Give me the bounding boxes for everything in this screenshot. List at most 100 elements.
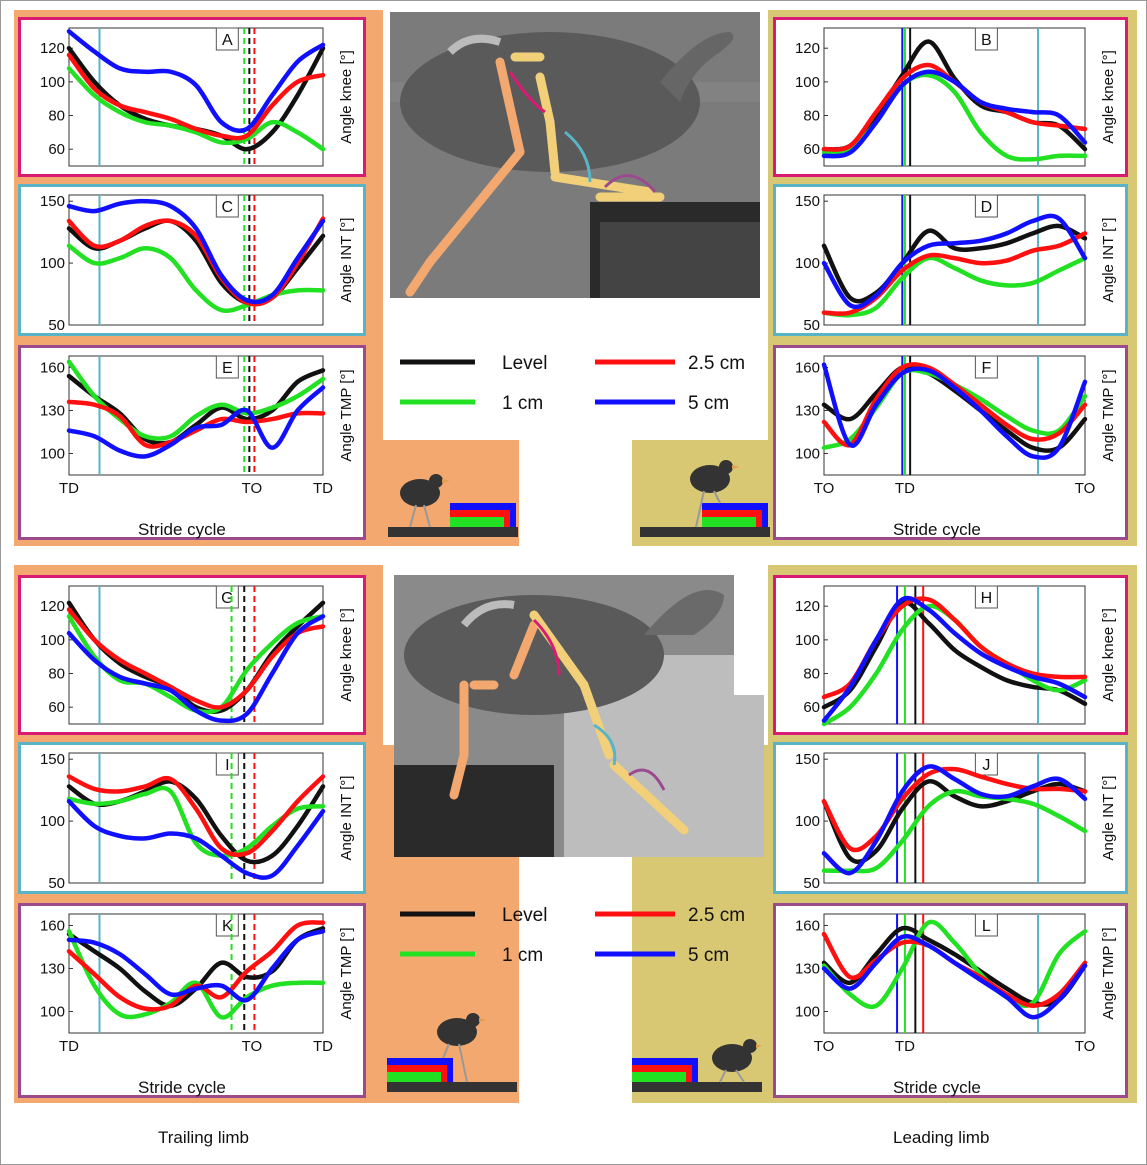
y-tick-label: 160 [40, 359, 65, 376]
series-1-cm [821, 788, 1088, 874]
leading-limb-label: Leading limb [893, 1128, 990, 1147]
x-tick-label: TD [59, 1038, 79, 1055]
y-tick-label: 160 [40, 917, 65, 934]
y-axis-label: Angle knee [°] [1100, 608, 1117, 702]
y-tick-label: 120 [40, 40, 65, 57]
legend-2-5cm-label: 2.5 cm [688, 353, 745, 374]
stride-cycle-label: Stride cycle [893, 520, 981, 539]
bird-step-icon-trailing-bottom [387, 1013, 517, 1092]
legend-1cm-label: 1 cm [502, 945, 543, 966]
y-tick-label: 100 [795, 632, 820, 649]
stride-cycle-label: Stride cycle [893, 1078, 981, 1097]
bird-step-icon-leading-bottom [632, 1039, 762, 1092]
y-tick-label: 80 [803, 666, 820, 683]
y-tick-label: 150 [40, 193, 65, 210]
series-5-cm [821, 595, 1088, 723]
series-1-cm [66, 928, 326, 1020]
panel-letter-box [974, 27, 998, 51]
series-2-5-cm [66, 774, 326, 858]
series-5-cm [821, 934, 1088, 1020]
series-5-cm [821, 764, 1088, 876]
axis-frame [823, 913, 1086, 1034]
x-tick-label: TO [1075, 1038, 1096, 1055]
axis-frame [68, 752, 324, 884]
series-level [66, 779, 326, 865]
axis-frame [823, 355, 1086, 476]
y-tick-label: 160 [795, 359, 820, 376]
y-axis-label: Angle INT [°] [338, 218, 355, 303]
panel-letter: H [981, 590, 993, 607]
series-5-cm [821, 213, 1088, 310]
y-tick-label: 60 [48, 699, 65, 716]
plot-L: 100 130 160 Angle TMP [°] L TO TD TO [773, 903, 1128, 1098]
y-tick-label: 100 [40, 632, 65, 649]
panel-letter-box [974, 585, 998, 609]
panel-letter: F [981, 360, 991, 377]
axis-frame [823, 27, 1086, 167]
y-tick-label: 100 [795, 1003, 820, 1020]
y-tick-label: 60 [803, 699, 820, 716]
plot-svg-H: 60 80 100 120 Angle knee [°] H [795, 585, 1117, 727]
plot-svg-B: 60 80 100 120 Angle knee [°] B [795, 27, 1117, 167]
series-5-cm [66, 614, 326, 724]
y-tick-label: 120 [40, 598, 65, 615]
x-tick-label: TO [814, 1038, 835, 1055]
x-tick-label: TO [242, 1038, 263, 1055]
plot-svg-C: 50 100 150 Angle INT [°] C [40, 193, 355, 334]
y-tick-label: 100 [40, 445, 65, 462]
y-tick-label: 100 [795, 255, 820, 272]
series-5-cm [66, 385, 326, 459]
plot-A: 60 80 100 120 Angle knee [°] A [18, 17, 366, 177]
stride-cycle-label: Stride cycle [138, 520, 226, 539]
plot-I: 50 100 150 Angle INT [°] I [18, 742, 366, 894]
panel-letter-box [215, 913, 239, 937]
y-axis-label: Angle knee [°] [338, 50, 355, 144]
series-2-5-cm [66, 920, 326, 1012]
panel-letter-box [974, 752, 998, 776]
y-axis-label: Angle TMP [°] [338, 927, 355, 1019]
panel-letter: G [221, 590, 233, 607]
legend-5cm-label: 5 cm [688, 393, 729, 414]
plot-svg-A: 60 80 100 120 Angle knee [°] A [40, 27, 355, 167]
y-axis-label: Angle knee [°] [1100, 50, 1117, 144]
y-tick-label: 80 [48, 108, 65, 125]
series-5-cm [821, 69, 1088, 159]
panel-letter-box [215, 355, 239, 379]
y-axis-label: Angle TMP [°] [1100, 369, 1117, 461]
panel-letter-box [215, 752, 239, 776]
y-tick-label: 80 [48, 666, 65, 683]
series-2-5-cm [66, 607, 326, 710]
y-axis-label: Angle INT [°] [1100, 218, 1117, 303]
series-1-cm [821, 255, 1088, 318]
y-tick-label: 120 [795, 598, 820, 615]
plot-H: 60 80 100 120 Angle knee [°] H [773, 575, 1128, 735]
series-level [821, 600, 1088, 710]
axis-frame [68, 913, 324, 1034]
panel-letter: J [982, 757, 990, 774]
x-tick-label: TD [313, 1038, 333, 1055]
axis-frame [68, 194, 324, 326]
trailing-limb-label: Trailing limb [158, 1128, 250, 1147]
y-tick-label: 50 [48, 875, 65, 891]
xray-top-svg [390, 12, 760, 298]
series-2-5-cm [66, 399, 326, 449]
axis-frame [68, 585, 324, 725]
y-tick-label: 130 [40, 960, 65, 977]
panel-letter-box [974, 194, 998, 218]
x-tick-label: TO [1075, 480, 1096, 497]
axis-frame [823, 752, 1086, 884]
y-tick-label: 60 [48, 141, 65, 158]
panel-letter-box [974, 355, 998, 379]
y-tick-label: 100 [40, 255, 65, 272]
x-tick-label: TD [59, 480, 79, 497]
y-tick-label: 150 [795, 193, 820, 210]
plot-svg-G: 60 80 100 120 Angle knee [°] G [40, 585, 355, 725]
panel-letter: B [981, 32, 992, 49]
plot-svg-K: 100 130 160 Angle TMP [°] K TD TO TD [40, 913, 355, 1055]
panel-letter-box [974, 913, 998, 937]
y-tick-label: 100 [795, 74, 820, 91]
x-tick-label: TD [895, 1038, 915, 1055]
plot-F: 100 130 160 Angle TMP [°] F TO TD TO [773, 345, 1128, 540]
plot-B: 60 80 100 120 Angle knee [°] B [773, 17, 1128, 177]
y-tick-label: 50 [48, 317, 65, 333]
